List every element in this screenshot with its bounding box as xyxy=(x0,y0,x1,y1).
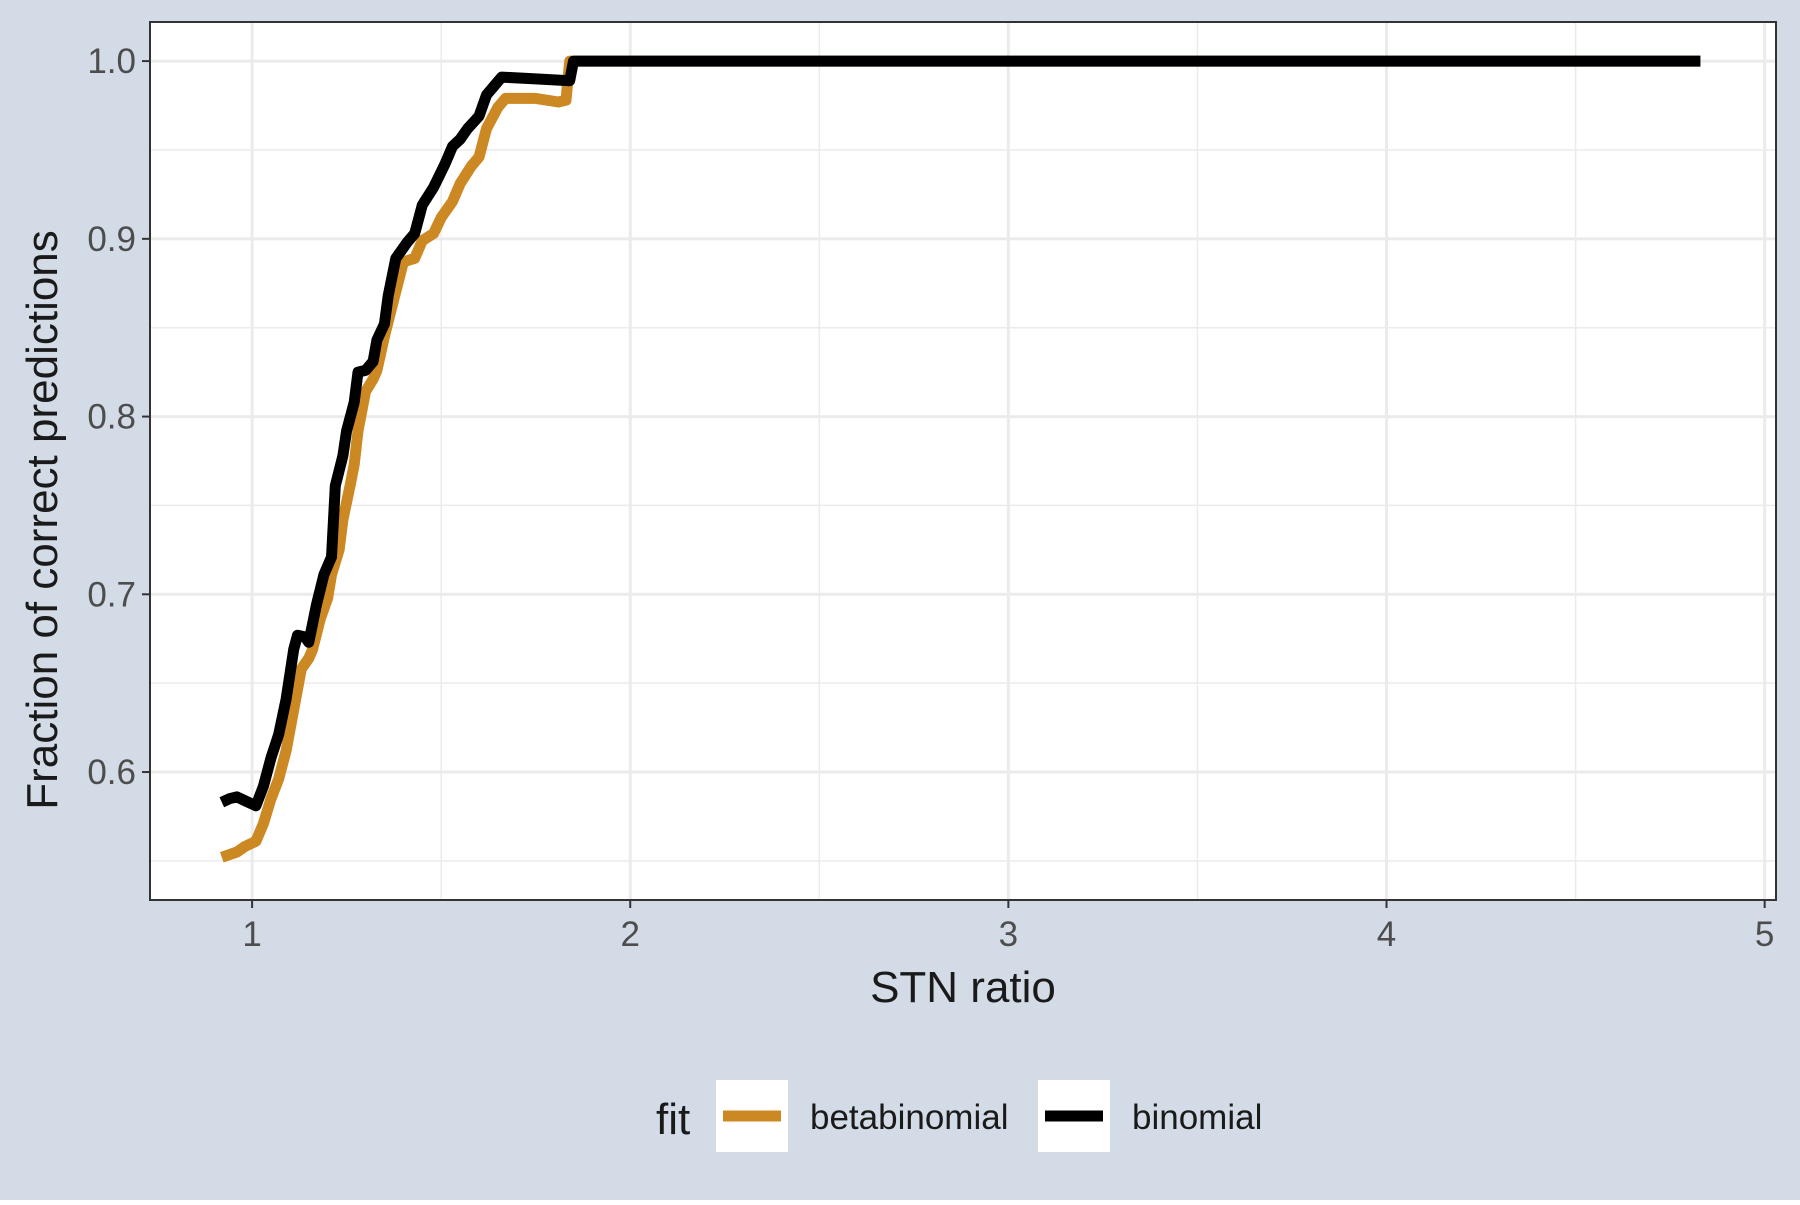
x-tick-label: 5 xyxy=(1755,915,1774,954)
legend-title: fit xyxy=(656,1095,690,1144)
series-line-betabinomial xyxy=(219,55,1701,863)
y-tick-label: 0.7 xyxy=(87,575,136,614)
minor-gridlines xyxy=(150,22,1776,900)
series-line-binomial xyxy=(219,55,1701,812)
y-tick-label: 0.6 xyxy=(87,753,136,792)
y-tick-label: 0.8 xyxy=(87,398,136,437)
legend: fit betabinomial binomial xyxy=(656,1080,1262,1152)
x-tick-label: 3 xyxy=(999,915,1018,954)
x-tick-label: 4 xyxy=(1377,915,1396,954)
plot-panel-border xyxy=(149,21,1777,901)
x-tick-label: 1 xyxy=(242,915,261,954)
legend-label-betabinomial: betabinomial xyxy=(810,1098,1008,1137)
series-lines xyxy=(219,55,1701,863)
x-tick-label: 2 xyxy=(621,915,640,954)
y-axis-ticks: 0.6 0.7 0.8 0.9 1.0 xyxy=(87,42,150,792)
x-axis-ticks: 1 2 3 4 5 xyxy=(242,900,1774,954)
legend-label-binomial: binomial xyxy=(1132,1098,1262,1137)
y-tick-label: 1.0 xyxy=(87,42,136,81)
y-tick-label: 0.9 xyxy=(87,220,136,259)
y-axis-title: Fraction of correct predictions xyxy=(18,230,67,810)
plot-panel xyxy=(150,22,1776,900)
x-axis-title: STN ratio xyxy=(870,963,1056,1012)
